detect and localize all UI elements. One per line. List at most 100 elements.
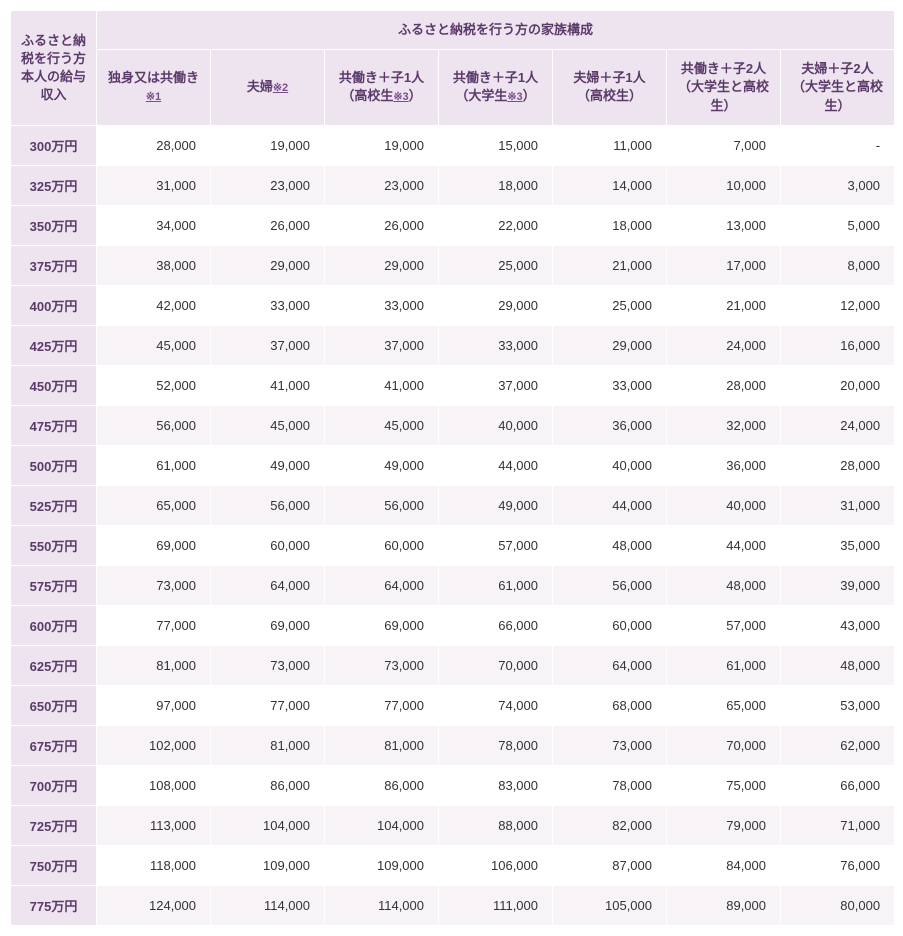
column-header-text: 夫婦＋子2人（大学生と高校生） [792, 61, 883, 112]
data-cell: 64,000 [211, 565, 325, 605]
data-cell: 18,000 [439, 165, 553, 205]
row-header: 400万円 [11, 285, 97, 325]
table-row: 775万円124,000114,000114,000111,000105,000… [11, 885, 895, 925]
data-cell: 35,000 [781, 525, 895, 565]
table-row: 600万円77,00069,00069,00066,00060,00057,00… [11, 605, 895, 645]
row-header: 325万円 [11, 165, 97, 205]
data-cell: 13,000 [667, 205, 781, 245]
data-cell: 73,000 [325, 645, 439, 685]
column-header-4: 夫婦＋子1人（高校生） [553, 50, 667, 126]
data-cell: 37,000 [211, 325, 325, 365]
data-cell: 105,000 [553, 885, 667, 925]
data-cell: 45,000 [325, 405, 439, 445]
data-cell: 10,000 [667, 165, 781, 205]
row-header: 725万円 [11, 805, 97, 845]
data-cell: 39,000 [781, 565, 895, 605]
column-header-5: 共働き＋子2人（大学生と高校生） [667, 50, 781, 126]
row-header: 525万円 [11, 485, 97, 525]
row-header: 300万円 [11, 125, 97, 165]
row-header: 625万円 [11, 645, 97, 685]
data-cell: 41,000 [325, 365, 439, 405]
data-cell: 83,000 [439, 765, 553, 805]
data-cell: 102,000 [97, 725, 211, 765]
column-headers-row: 独身又は共働き※1夫婦※2共働き＋子1人（高校生※3）共働き＋子1人（大学生※3… [11, 50, 895, 126]
table-row: 400万円42,00033,00033,00029,00025,00021,00… [11, 285, 895, 325]
data-cell: 61,000 [439, 565, 553, 605]
footnote-link[interactable]: ※3 [507, 91, 522, 103]
data-cell: 17,000 [667, 245, 781, 285]
data-cell: 40,000 [439, 405, 553, 445]
data-cell: 49,000 [325, 445, 439, 485]
data-cell: 77,000 [211, 685, 325, 725]
data-cell: 5,000 [781, 205, 895, 245]
table-row: 350万円34,00026,00026,00022,00018,00013,00… [11, 205, 895, 245]
data-cell: 36,000 [553, 405, 667, 445]
data-cell: 73,000 [211, 645, 325, 685]
column-header-text: 夫婦＋子1人（高校生） [573, 70, 645, 103]
data-cell: 36,000 [667, 445, 781, 485]
data-cell: 11,000 [553, 125, 667, 165]
data-cell: 124,000 [97, 885, 211, 925]
data-cell: 77,000 [325, 685, 439, 725]
data-cell: 48,000 [667, 565, 781, 605]
data-cell: 68,000 [553, 685, 667, 725]
column-header-text: 共働き＋子2人（大学生と高校生） [678, 61, 769, 112]
footnote-link[interactable]: ※2 [273, 82, 288, 94]
column-header-3: 共働き＋子1人（大学生※3） [439, 50, 553, 126]
data-cell: 56,000 [325, 485, 439, 525]
data-cell: 48,000 [553, 525, 667, 565]
row-header: 375万円 [11, 245, 97, 285]
data-cell: 31,000 [97, 165, 211, 205]
data-cell: 21,000 [553, 245, 667, 285]
data-cell: 86,000 [211, 765, 325, 805]
data-cell: 7,000 [667, 125, 781, 165]
data-cell: 12,000 [781, 285, 895, 325]
footnote-link[interactable]: ※3 [393, 91, 408, 103]
data-cell: 19,000 [325, 125, 439, 165]
data-cell: 71,000 [781, 805, 895, 845]
data-cell: 57,000 [439, 525, 553, 565]
data-cell: 97,000 [97, 685, 211, 725]
data-cell: 18,000 [553, 205, 667, 245]
row-header: 550万円 [11, 525, 97, 565]
data-cell: 73,000 [97, 565, 211, 605]
table-row: 450万円52,00041,00041,00037,00033,00028,00… [11, 365, 895, 405]
table-row: 475万円56,00045,00045,00040,00036,00032,00… [11, 405, 895, 445]
data-cell: 88,000 [439, 805, 553, 845]
data-cell: 37,000 [325, 325, 439, 365]
data-cell: 69,000 [97, 525, 211, 565]
data-cell: 56,000 [553, 565, 667, 605]
data-cell: 76,000 [781, 845, 895, 885]
data-cell: 24,000 [781, 405, 895, 445]
data-cell: 64,000 [553, 645, 667, 685]
row-header: 475万円 [11, 405, 97, 445]
data-cell: 8,000 [781, 245, 895, 285]
table-row: 525万円65,00056,00056,00049,00044,00040,00… [11, 485, 895, 525]
data-cell: 56,000 [97, 405, 211, 445]
data-cell: 22,000 [439, 205, 553, 245]
data-cell: 42,000 [97, 285, 211, 325]
data-cell: 29,000 [325, 245, 439, 285]
data-cell: 44,000 [439, 445, 553, 485]
data-cell: 38,000 [97, 245, 211, 285]
data-cell: 20,000 [781, 365, 895, 405]
data-cell: 21,000 [667, 285, 781, 325]
data-cell: 81,000 [325, 725, 439, 765]
table-row: 700万円108,00086,00086,00083,00078,00075,0… [11, 765, 895, 805]
data-cell: 28,000 [781, 445, 895, 485]
row-header: 450万円 [11, 365, 97, 405]
footnote-link[interactable]: ※1 [146, 91, 161, 103]
data-cell: 109,000 [325, 845, 439, 885]
data-cell: 25,000 [553, 285, 667, 325]
data-cell: 84,000 [667, 845, 781, 885]
data-cell: 49,000 [211, 445, 325, 485]
row-header: 600万円 [11, 605, 97, 645]
data-cell: 33,000 [325, 285, 439, 325]
data-cell: 40,000 [667, 485, 781, 525]
column-header-6: 夫婦＋子2人（大学生と高校生） [781, 50, 895, 126]
data-cell: 33,000 [553, 365, 667, 405]
column-header-text: 夫婦 [247, 79, 273, 94]
data-cell: 78,000 [553, 765, 667, 805]
data-cell: 43,000 [781, 605, 895, 645]
data-cell: 19,000 [211, 125, 325, 165]
